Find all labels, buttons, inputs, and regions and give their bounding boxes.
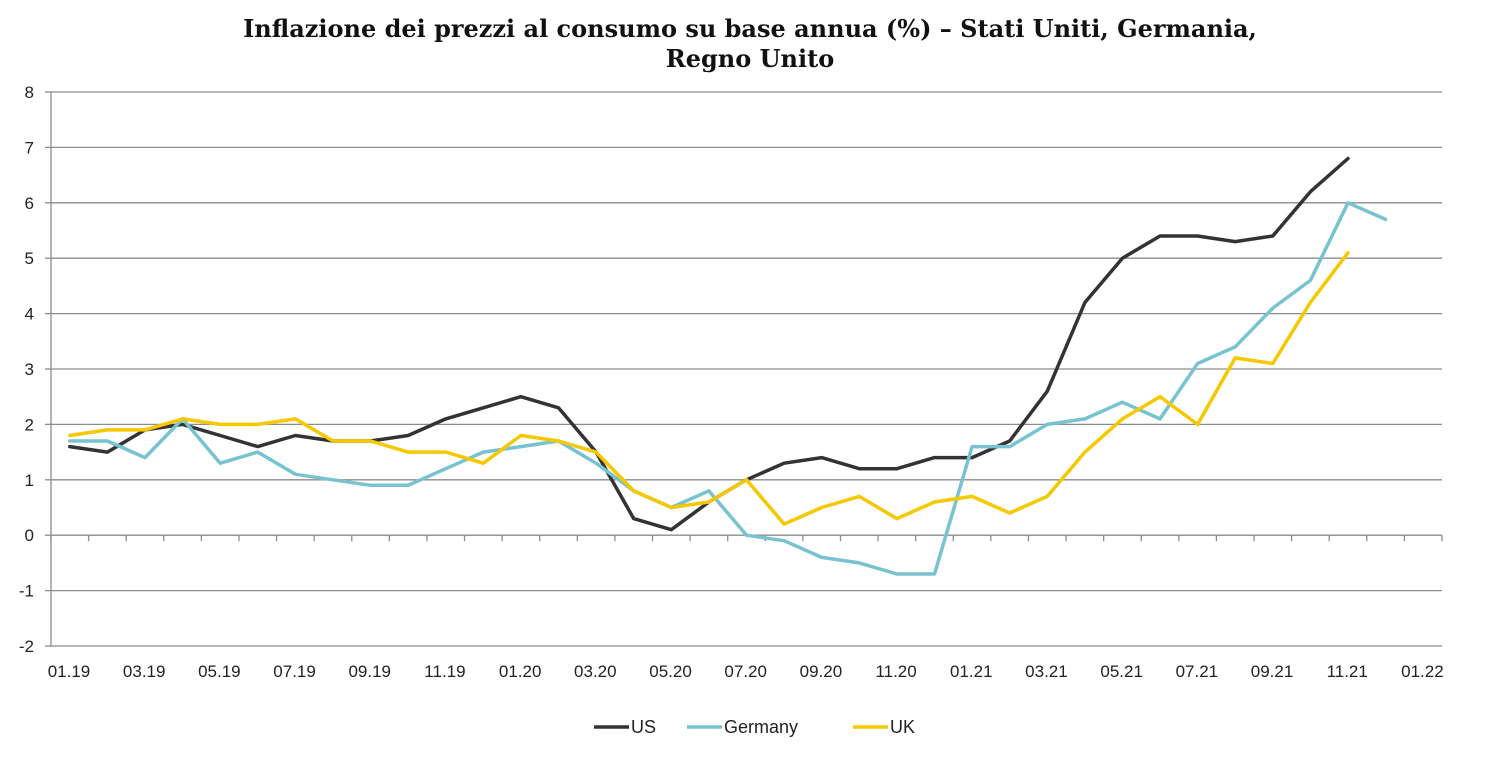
x-tick-label: 01.22: [1401, 662, 1444, 681]
series-line-uk: [68, 250, 1350, 526]
y-tick-label: 1: [25, 471, 34, 490]
y-tick-label: 5: [25, 249, 34, 268]
legend-label: UK: [890, 717, 915, 737]
chart-title: Inflazione dei prezzi al consumo su base…: [0, 14, 1500, 74]
x-tick-label: 03.20: [574, 662, 617, 681]
x-tick-label: 11.20: [875, 662, 916, 681]
x-tick-label: 01.19: [48, 662, 91, 681]
x-tick-label: 05.21: [1100, 662, 1143, 681]
x-tick-label: 05.19: [198, 662, 241, 681]
y-tick-label: -1: [19, 582, 34, 601]
x-tick-label: 03.19: [123, 662, 166, 681]
chart-title-line-1: Inflazione dei prezzi al consumo su base…: [243, 14, 1257, 43]
series-lines: [68, 156, 1388, 576]
y-tick-label: 2: [25, 415, 34, 434]
x-axis: 01.19 03.19 05.19 07.19 09.19 11.19 01.20 03.20…: [48, 535, 1444, 681]
x-tick-label: 09.21: [1251, 662, 1294, 681]
x-tick-label: 01.21: [950, 662, 993, 681]
y-tick-label: -2: [19, 637, 34, 656]
x-tick-label: 01.20: [499, 662, 542, 681]
chart-title-line-2: Regno Unito: [665, 44, 835, 73]
legend-item-uk: UK: [853, 717, 915, 737]
x-tick-label: 05.20: [649, 662, 692, 681]
x-tick-label: 11.19: [424, 662, 465, 681]
y-tick-label: 8: [25, 83, 34, 102]
y-tick-label: 4: [25, 305, 34, 324]
x-tick-label: 09.20: [800, 662, 843, 681]
series-line-us: [68, 156, 1350, 532]
x-tick-label: 07.21: [1176, 662, 1219, 681]
x-tick-label: 07.20: [724, 662, 767, 681]
x-tick-label: 09.19: [348, 662, 391, 681]
y-tick-label: 0: [25, 526, 34, 545]
y-axis: -2 -1 0 1 2 3 4 5 6 7 8: [19, 83, 52, 656]
y-tick-label: 7: [25, 138, 34, 157]
y-tick-label: 6: [25, 194, 34, 213]
gridlines: [51, 91, 1442, 647]
legend: US Germany UK: [594, 717, 915, 737]
series-line-germany: [68, 201, 1388, 576]
y-tick-label: 3: [25, 360, 34, 379]
x-tick-label: 07.19: [273, 662, 316, 681]
legend-item-us: US: [594, 717, 656, 737]
legend-item-germany: Germany: [687, 717, 798, 737]
legend-label: US: [631, 717, 656, 737]
x-tick-label: 11.21: [1327, 662, 1368, 681]
legend-label: Germany: [724, 717, 798, 737]
x-tick-label: 03.21: [1025, 662, 1068, 681]
